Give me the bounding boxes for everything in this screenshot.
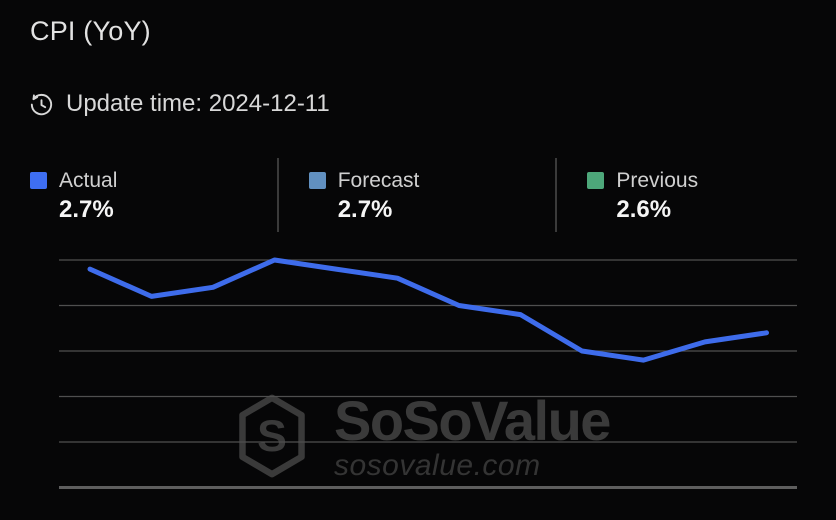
previous-value: 2.6%: [616, 196, 672, 223]
history-clock-icon: [28, 91, 55, 118]
watermark-domain: sosovalue.com: [334, 449, 541, 482]
legend-item-previous[interactable]: Previous 2.6%: [557, 158, 836, 232]
actual-color-swatch: [30, 172, 47, 189]
watermark: S SoSoValue sosovalue.com: [236, 389, 611, 483]
legend-item-forecast[interactable]: Forecast 2.7%: [279, 158, 558, 232]
legend-label: Forecast: [337, 169, 420, 192]
update-time-label: Update time: 2024-12-11: [66, 90, 330, 117]
forecast-color-swatch: [308, 172, 326, 189]
svg-text:S: S: [257, 412, 287, 461]
update-time-row: Update time: 2024-12-11: [28, 90, 330, 118]
legend-label: Previous: [616, 169, 699, 192]
legend-label: Actual: [59, 169, 118, 192]
page-title: CPI (YoY): [30, 16, 151, 46]
chart-plot-area[interactable]: [0, 235, 836, 520]
watermark-brand: SoSoValue: [334, 389, 611, 452]
previous-color-swatch: [587, 172, 605, 189]
forecast-value: 2.7%: [337, 196, 393, 223]
sosovalue-cube-logo: S: [236, 394, 308, 483]
actual-value: 2.7%: [59, 196, 114, 223]
series-line-actual[interactable]: [87, 257, 769, 363]
cpi-line-chart: S SoSoValue sosovalue.com: [0, 235, 836, 520]
legend: Actual 2.7% Forecast 2.7% Previous 2.6%: [0, 158, 836, 232]
legend-item-actual[interactable]: Actual 2.7%: [0, 158, 279, 232]
